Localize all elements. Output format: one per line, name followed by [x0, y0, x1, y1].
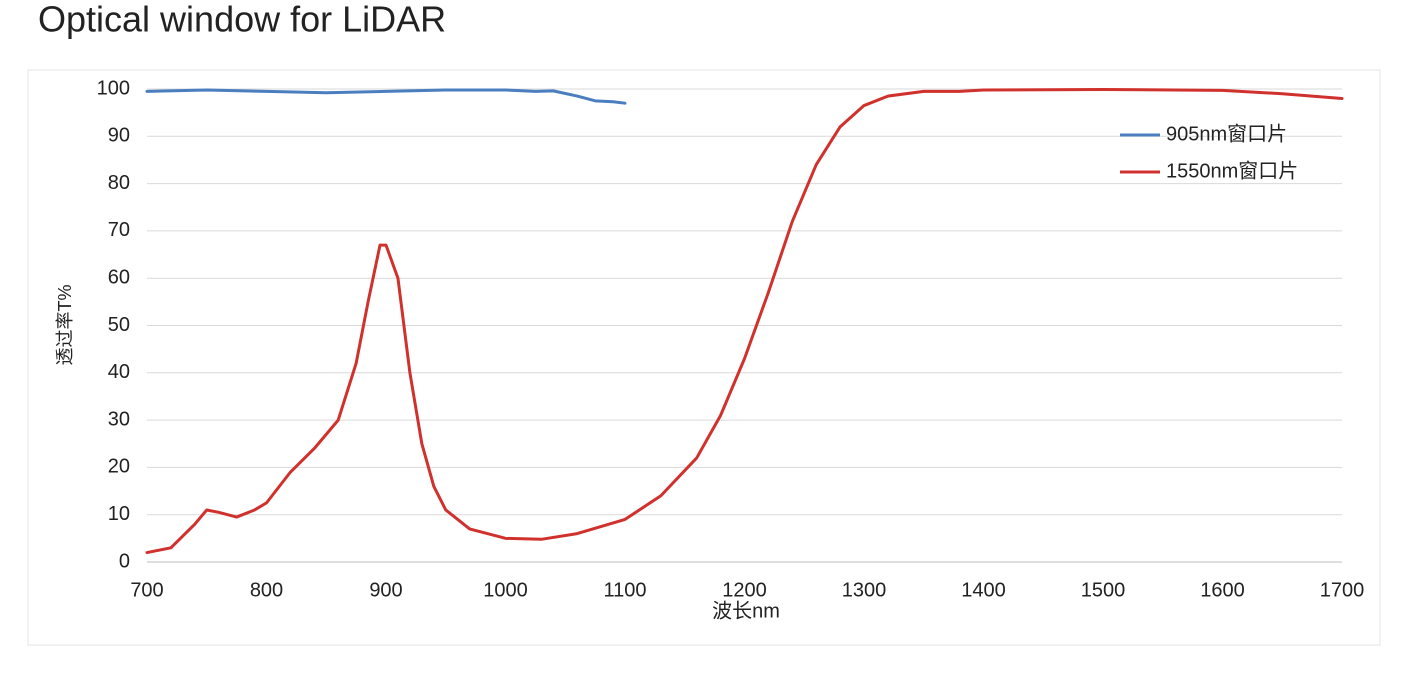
legend-label: 1550nm窗口片 — [1166, 159, 1298, 182]
y-tick-label: 80 — [108, 172, 130, 194]
y-axis-label: 透过率T% — [55, 285, 75, 366]
chart-frame — [27, 69, 1381, 646]
x-tick-label: 700 — [130, 579, 163, 601]
y-tick-label: 100 — [97, 77, 130, 99]
x-tick-label: 1500 — [1081, 579, 1126, 601]
x-tick-label: 800 — [250, 579, 283, 601]
y-tick-label: 10 — [108, 503, 130, 525]
x-tick-label: 1100 — [603, 579, 646, 601]
x-tick-label: 1600 — [1200, 579, 1245, 601]
chart-title: Optical window for LiDAR — [38, 0, 446, 40]
x-tick-label: 1700 — [1320, 579, 1365, 601]
x-tick-label: 1300 — [842, 579, 887, 601]
y-tick-label: 50 — [108, 314, 130, 336]
x-tick-label: 1000 — [483, 579, 528, 601]
y-tick-label: 40 — [108, 361, 130, 383]
y-tick-label: 60 — [108, 266, 130, 288]
data-line — [145, 87, 1344, 555]
y-tick-label: 20 — [108, 456, 130, 478]
data-line — [145, 88, 627, 105]
x-axis-label: 波长nm — [712, 599, 780, 622]
x-tick-label: 900 — [369, 579, 402, 601]
x-tick-label: 1400 — [961, 579, 1006, 601]
legend-label: 905nm窗口片 — [1166, 122, 1287, 145]
y-tick-label: 90 — [108, 125, 130, 147]
x-tick-label: 1200 — [722, 579, 767, 601]
y-tick-label: 0 — [119, 550, 130, 572]
y-tick-label: 30 — [108, 408, 130, 430]
y-tick-label: 70 — [108, 219, 130, 241]
